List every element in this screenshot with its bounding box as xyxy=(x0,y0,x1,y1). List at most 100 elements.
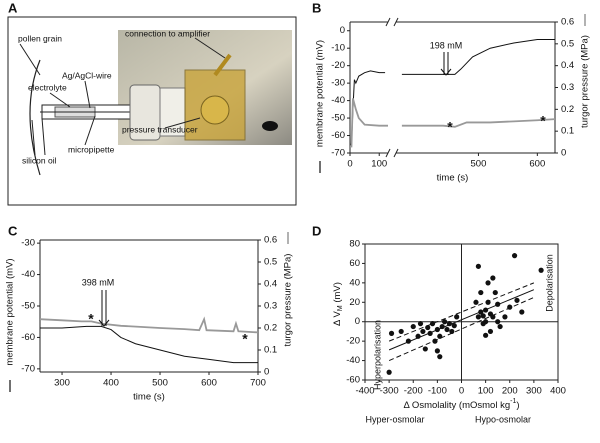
annotation: 398 mM xyxy=(82,277,115,287)
data-point xyxy=(437,333,443,339)
annotation: * xyxy=(540,113,546,129)
data-point xyxy=(483,307,489,313)
y-tick-label: -50 xyxy=(331,113,345,124)
y-tick-label: 0 xyxy=(340,25,345,36)
y-tick-label: -30 xyxy=(21,238,35,249)
y-tick-label: 80 xyxy=(349,239,360,250)
data-point xyxy=(410,323,416,330)
y-axis-label: Δ VM (mV) xyxy=(332,282,344,326)
y-tick-label: -60 xyxy=(21,332,35,343)
label-connection: connection to amplifier xyxy=(125,28,210,38)
data-point xyxy=(388,330,395,336)
y2-tick-label: 0.4 xyxy=(264,279,277,290)
panel-a-drawing xyxy=(19,30,292,176)
data-point xyxy=(502,314,508,320)
y-tick-label: -20 xyxy=(346,336,360,347)
x-tick-label: 500 xyxy=(152,378,168,389)
x-tick-label: -300 xyxy=(380,386,399,397)
x-axis-label: Δ Osmolality (mOsmol kg-1) xyxy=(403,398,519,411)
data-line xyxy=(350,98,388,148)
y-tick-label: -20 xyxy=(331,60,345,71)
y2-tick-label: 0.5 xyxy=(264,257,277,268)
x-tick-label: 300 xyxy=(54,378,70,389)
y-tick-label: -10 xyxy=(331,43,345,54)
data-point xyxy=(497,323,503,330)
axis-break xyxy=(393,148,399,158)
label-wire: Ag/AgCl-wire xyxy=(62,70,112,80)
y-tick-label: -70 xyxy=(331,148,345,159)
data-point xyxy=(492,289,498,296)
y-tick-label: -60 xyxy=(346,375,360,386)
data-point xyxy=(429,321,436,327)
data-line xyxy=(401,38,555,75)
panel-label: D xyxy=(312,223,321,238)
y2-tick-label: 0.4 xyxy=(561,60,574,71)
data-line xyxy=(39,316,259,334)
data-point xyxy=(449,328,455,335)
annotation: * xyxy=(88,311,94,327)
y-tick-label: -70 xyxy=(21,363,35,374)
x-tick-label: 500 xyxy=(471,159,487,170)
y2-tick-label: 0.3 xyxy=(264,301,277,312)
data-point xyxy=(478,309,484,315)
data-point xyxy=(446,321,453,327)
data-point xyxy=(473,299,479,305)
x-tick-label: 400 xyxy=(550,386,566,397)
label-part: M xyxy=(337,305,344,311)
y-tick-label: 60 xyxy=(349,258,360,269)
x-tick-label: 0 xyxy=(459,386,464,397)
y2-tick-label: 0.6 xyxy=(264,235,277,246)
annotation: * xyxy=(447,119,453,135)
data-point xyxy=(444,326,450,333)
data-point xyxy=(475,263,481,269)
data-point xyxy=(485,280,491,286)
data-point xyxy=(483,332,489,338)
y-tick-label: -60 xyxy=(331,130,345,141)
data-point xyxy=(425,324,431,331)
data-point xyxy=(487,328,494,335)
data-point xyxy=(415,333,421,339)
data-point xyxy=(398,328,404,335)
x-axis-label: time (s) xyxy=(133,392,165,403)
y-axis-label: membrane potential (mV) xyxy=(315,40,326,147)
y2-tick-label: 0.1 xyxy=(264,345,277,356)
y2-axis-label: turgor pressure (MPa) xyxy=(283,254,294,347)
y-tick-label: 20 xyxy=(349,297,360,308)
data-point xyxy=(420,328,426,335)
data-point xyxy=(475,314,481,320)
x-tick-label: -100 xyxy=(428,386,447,397)
y2-tick-label: 0 xyxy=(561,148,566,159)
y2-tick-label: 0.2 xyxy=(561,104,574,115)
y2-tick-label: 0.5 xyxy=(561,38,574,49)
label-part: Δ Osmolality (mOsmol kg xyxy=(403,400,510,411)
data-point xyxy=(519,309,525,315)
panel-label: A xyxy=(8,0,18,15)
annotation: Hypo-osmolar xyxy=(475,414,531,424)
data-point xyxy=(386,369,392,375)
annotation: * xyxy=(242,331,248,347)
y-tick-label: -30 xyxy=(331,78,345,89)
data-point xyxy=(485,299,491,305)
arrow-head xyxy=(440,68,452,76)
y-tick-label: -40 xyxy=(331,95,345,106)
data-line xyxy=(401,118,556,128)
annotation: Depolarisation xyxy=(544,254,554,312)
data-point xyxy=(495,301,501,307)
label-micropipette: micropipette xyxy=(68,144,115,154)
axis-break xyxy=(393,17,399,27)
x-tick-label: 300 xyxy=(526,386,542,397)
x-tick-label: 600 xyxy=(201,378,217,389)
arrow-head xyxy=(98,319,110,327)
x-tick-label: -400 xyxy=(355,386,374,397)
data-line xyxy=(40,325,258,364)
y2-tick-label: 0.3 xyxy=(561,82,574,93)
data-point xyxy=(514,297,520,303)
label-transducer: pressure transducer xyxy=(122,124,198,134)
data-point xyxy=(478,289,484,296)
data-point xyxy=(434,348,440,354)
annotation: 198 mM xyxy=(430,40,463,50)
y-tick-label: -40 xyxy=(21,269,35,280)
y2-tick-label: 0 xyxy=(264,367,269,378)
data-point xyxy=(538,267,544,273)
data-point xyxy=(432,338,438,344)
